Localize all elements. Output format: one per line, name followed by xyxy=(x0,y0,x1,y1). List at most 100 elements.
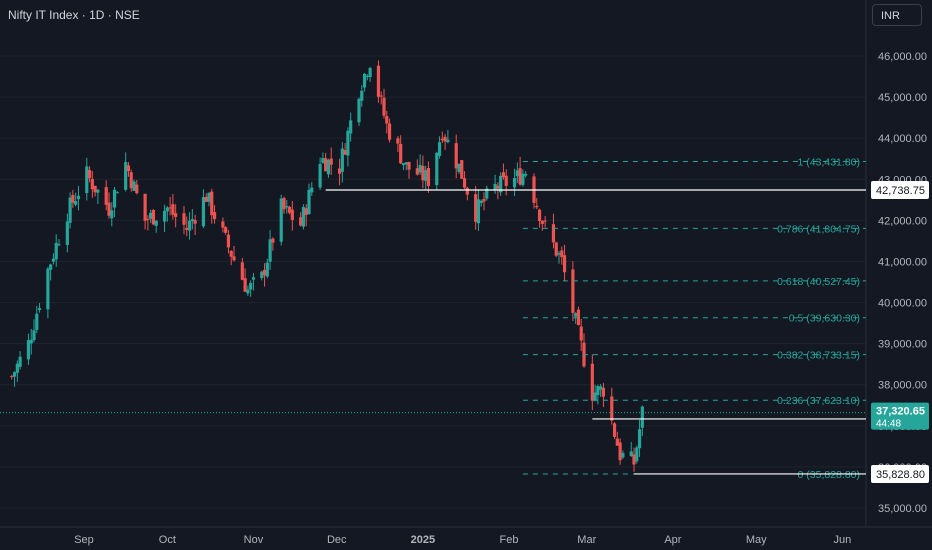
time-axis[interactable]: Sep Oct Nov Dec 2025 Feb Mar Apr May Jun xyxy=(74,534,851,546)
candle-body xyxy=(207,192,211,202)
candle-body xyxy=(501,172,506,178)
candle-body xyxy=(146,219,150,221)
candle-body xyxy=(465,187,469,195)
candle-body xyxy=(104,187,108,205)
candle-body xyxy=(268,239,272,262)
candle-body xyxy=(485,188,489,199)
candle-body xyxy=(187,220,192,231)
candle-body xyxy=(396,138,400,144)
candle-body xyxy=(574,313,578,317)
candle-body xyxy=(301,207,306,227)
price-axis[interactable]: 35,000.0036,000.0037,000.0038,000.0039,0… xyxy=(871,51,929,515)
price-badge xyxy=(871,181,929,200)
time-tick-label: May xyxy=(746,534,767,546)
candle-body xyxy=(204,196,208,202)
price-badge-label: 42,738.75 xyxy=(876,185,925,197)
candle-body xyxy=(243,278,247,292)
candle-body xyxy=(421,165,425,181)
candle-body xyxy=(240,262,244,280)
candle-body xyxy=(637,429,642,449)
time-tick-label: Dec xyxy=(327,534,347,546)
candle-body xyxy=(571,269,575,313)
time-tick-label: Jun xyxy=(833,534,851,546)
candle-body xyxy=(201,197,206,227)
candle-body xyxy=(110,210,114,219)
candle-body xyxy=(299,217,303,226)
candle-body xyxy=(135,184,139,194)
candle-body xyxy=(132,181,136,191)
candle-body xyxy=(596,386,600,396)
candle-body xyxy=(399,143,403,164)
candle-body xyxy=(518,168,522,185)
candle-body xyxy=(562,255,567,273)
candle-body xyxy=(76,195,81,200)
candle-body xyxy=(349,120,353,134)
candle-body xyxy=(232,256,236,261)
candle-body xyxy=(49,264,53,270)
candle-body xyxy=(143,193,147,221)
candle-body xyxy=(124,162,128,190)
candle-body xyxy=(365,75,369,77)
candle-body xyxy=(260,271,264,278)
chart-title: Nifty IT Index · 1D · NSE xyxy=(8,8,140,22)
price-tick-label: 42,000.00 xyxy=(878,215,927,227)
candle-body xyxy=(224,227,228,233)
candle-body xyxy=(474,194,478,222)
candle-body xyxy=(154,220,158,226)
candle-body xyxy=(482,198,486,202)
candle-body xyxy=(346,130,350,156)
currency-button[interactable]: INR xyxy=(872,4,922,26)
candle-body xyxy=(407,161,411,170)
candle-body xyxy=(15,363,19,373)
candle-body xyxy=(271,238,275,243)
candle-body xyxy=(65,221,69,245)
candle-body xyxy=(537,209,542,221)
fib-label: 0.382 (38,733.15) xyxy=(777,350,860,362)
candle-body xyxy=(610,396,614,421)
last-price-label: 37,320.65 xyxy=(876,406,925,418)
candle-body xyxy=(457,163,461,172)
candle-body xyxy=(435,152,439,186)
candle-body xyxy=(90,178,94,190)
time-tick-label: 2025 xyxy=(411,534,435,546)
candle-body xyxy=(71,195,75,203)
candle-body xyxy=(560,250,564,258)
candle-body xyxy=(440,138,444,141)
fib-label: 0.236 (37,623.10) xyxy=(777,395,860,407)
candle-body xyxy=(251,277,256,280)
price-tick-label: 41,000.00 xyxy=(878,256,927,268)
candle-body xyxy=(287,206,292,213)
candle-body xyxy=(229,250,233,257)
candle-body xyxy=(37,308,42,311)
candle-body xyxy=(385,116,389,124)
candle-body xyxy=(162,210,167,222)
candle-body xyxy=(190,219,194,222)
candle-body xyxy=(307,189,311,215)
candle-body xyxy=(174,213,178,217)
candle-body xyxy=(368,68,372,78)
candle-body xyxy=(590,363,594,401)
candle-body xyxy=(524,173,528,176)
candle-body xyxy=(579,326,583,341)
candle-body xyxy=(326,159,331,175)
candle-body xyxy=(318,164,322,188)
candle-body xyxy=(93,185,97,193)
candle-body xyxy=(32,330,36,341)
candle-body xyxy=(290,209,294,220)
candle-body xyxy=(26,340,31,360)
candle-body xyxy=(304,208,308,215)
candle-body xyxy=(57,244,61,246)
candle-body xyxy=(504,175,508,186)
fib-label: 0.786 (41,804.75) xyxy=(777,223,860,235)
time-tick-label: Sep xyxy=(74,534,94,546)
candle-body xyxy=(437,142,442,156)
last-price-badge xyxy=(871,402,929,430)
candle-body xyxy=(635,447,639,462)
time-tick-label: Apr xyxy=(664,534,681,546)
candle-body xyxy=(96,189,100,193)
candle-body xyxy=(221,221,225,228)
candles-layer xyxy=(10,60,644,472)
candle-body xyxy=(593,392,597,401)
